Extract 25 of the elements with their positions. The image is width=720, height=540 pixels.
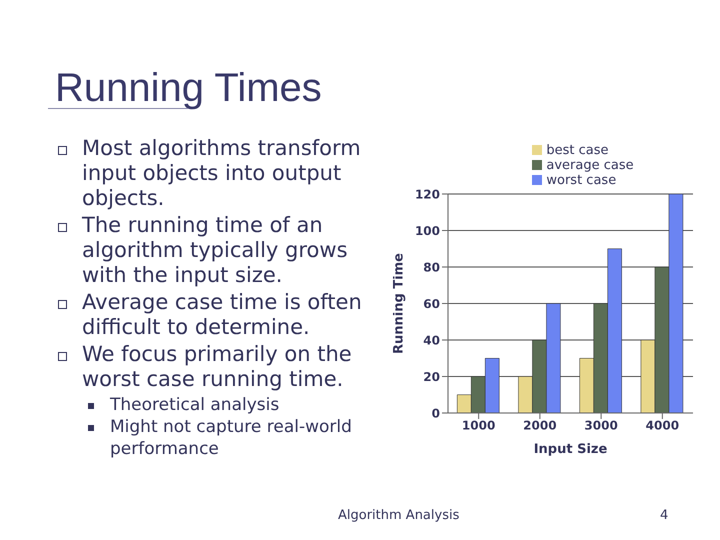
y-tick-label: 120 bbox=[414, 187, 440, 202]
text: Most algorithms transform input objects into output objects. bbox=[82, 136, 362, 211]
legend-label: best case bbox=[546, 143, 609, 158]
y-tick-label: 100 bbox=[414, 224, 440, 238]
x-tick-label: 2000 bbox=[523, 418, 557, 433]
y-tick-label: 80 bbox=[423, 260, 440, 274]
text: Average case time is often difficult to determine. bbox=[82, 290, 363, 340]
y-tick-label: 20 bbox=[423, 370, 440, 384]
legend-label: worst case bbox=[546, 173, 616, 188]
y-axis-title: Running Time bbox=[392, 252, 407, 354]
chart-title: Running Times bbox=[55, 66, 322, 111]
x-tick-label: 1000 bbox=[462, 418, 496, 433]
y-tick-label: 0 bbox=[432, 406, 440, 420]
text: Algorithm Analysis bbox=[338, 508, 460, 523]
text: We focus primarily on the worst case running time. bbox=[82, 342, 353, 392]
legend-label: average case bbox=[546, 158, 634, 173]
text: Might not capture real-world performance bbox=[110, 416, 353, 460]
x-axis-title: Input Size bbox=[534, 442, 608, 457]
x-tick-label: 3000 bbox=[584, 418, 618, 433]
x-tick-label: 4000 bbox=[646, 418, 680, 433]
text: 4 bbox=[660, 508, 668, 523]
text: Theoretical analysis bbox=[110, 394, 280, 416]
y-tick-label: 60 bbox=[423, 296, 440, 311]
text: The running time of an algorithm typically grows with the input size. bbox=[82, 213, 349, 288]
y-tick-label: 40 bbox=[423, 333, 440, 348]
